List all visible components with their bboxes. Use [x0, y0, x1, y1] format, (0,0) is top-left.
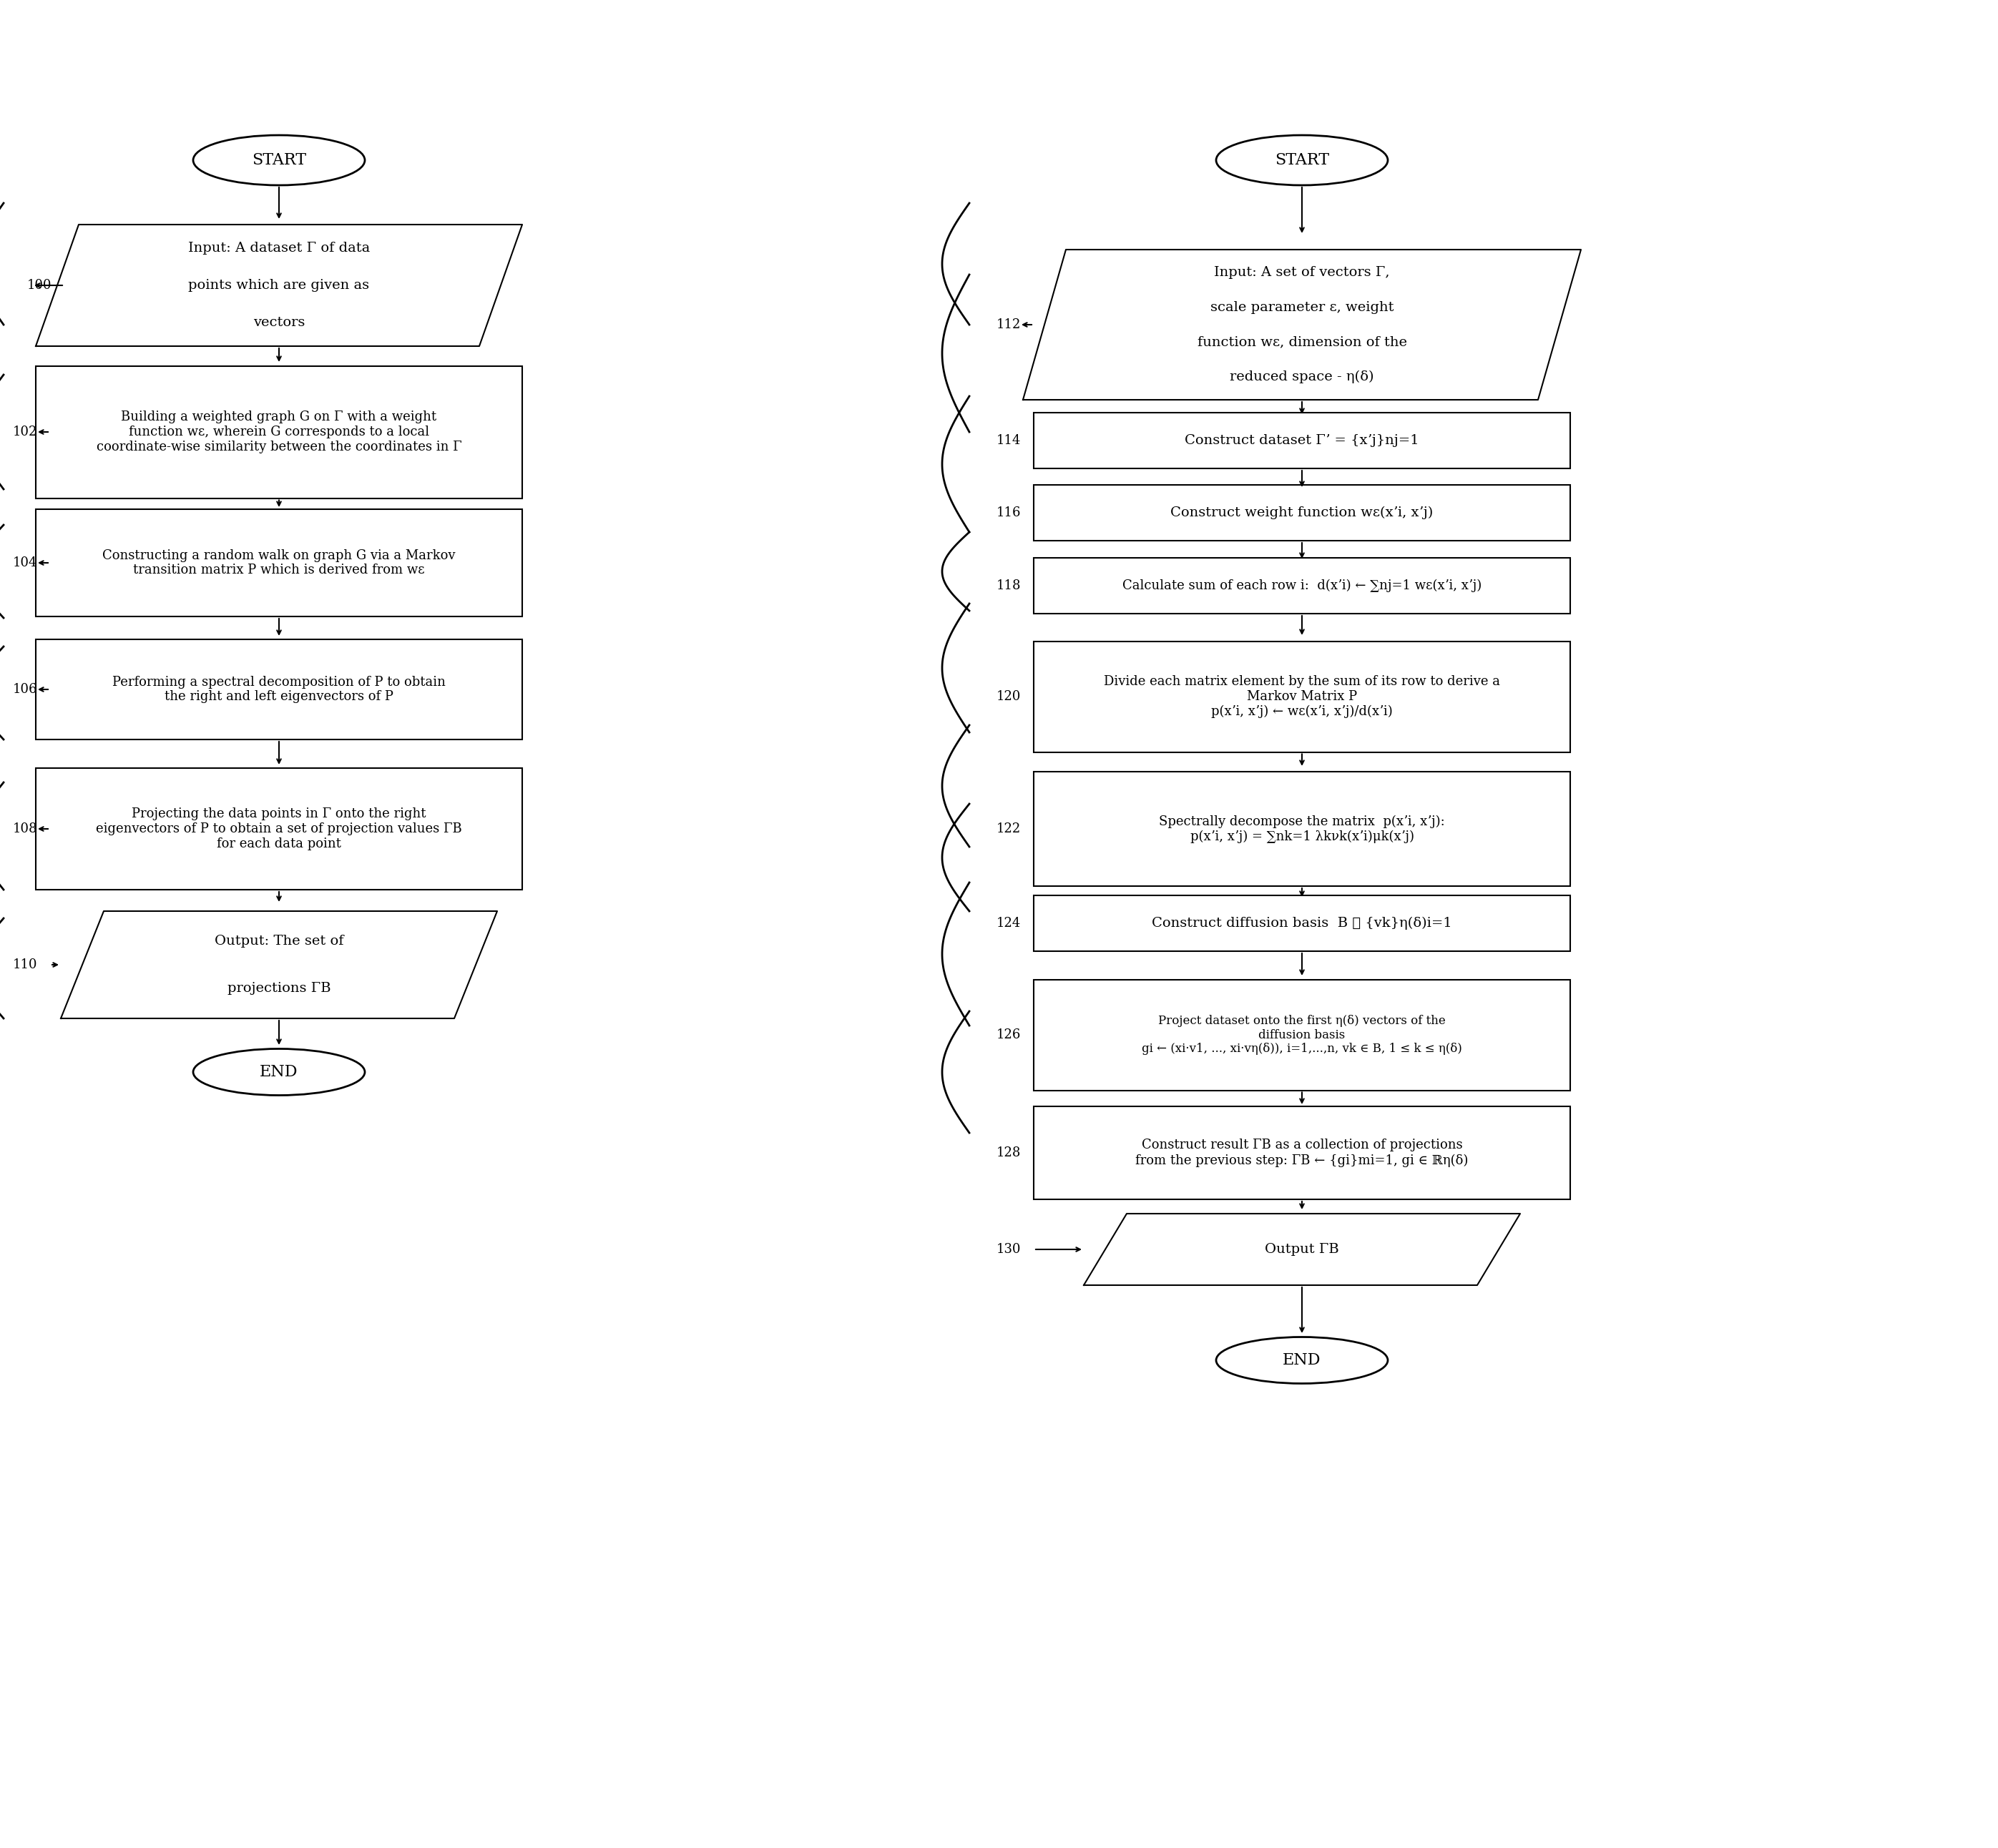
Text: 108: 108: [12, 822, 38, 835]
Text: 110: 110: [12, 959, 38, 972]
Text: 100: 100: [28, 279, 52, 292]
Text: 112: 112: [997, 318, 1021, 331]
Text: START: START: [1275, 152, 1329, 168]
Text: Output ΓB: Output ΓB: [1265, 1244, 1339, 1257]
Text: Input: A set of vectors Γ,: Input: A set of vectors Γ,: [1215, 266, 1391, 279]
Text: 124: 124: [997, 917, 1021, 930]
Text: Input: A dataset Γ of data: Input: A dataset Γ of data: [188, 242, 370, 255]
Text: Construct weight function wε(xʼi, xʼj): Construct weight function wε(xʼi, xʼj): [1171, 506, 1433, 519]
Text: Divide each matrix element by the sum of its row to derive a
Markov Matrix P
p(x: Divide each matrix element by the sum of…: [1103, 675, 1500, 719]
Text: Project dataset onto the first η(δ) vectors of the
diffusion basis
gi ← (xi·v1, : Project dataset onto the first η(δ) vect…: [1141, 1015, 1463, 1055]
Text: 130: 130: [997, 1244, 1021, 1257]
Text: Projecting the data points in Γ onto the right
eigenvectors of P to obtain a set: Projecting the data points in Γ onto the…: [96, 808, 462, 850]
Text: scale parameter ε, weight: scale parameter ε, weight: [1211, 301, 1395, 314]
Text: 120: 120: [997, 689, 1021, 702]
Text: START: START: [252, 152, 306, 168]
Text: 126: 126: [997, 1029, 1021, 1040]
Text: Construct dataset Γʼ = {xʼj}nj=1: Construct dataset Γʼ = {xʼj}nj=1: [1185, 434, 1419, 447]
Text: projections ΓB: projections ΓB: [228, 981, 332, 994]
Text: END: END: [260, 1064, 298, 1079]
Text: 114: 114: [997, 434, 1021, 447]
Text: Spectrally decompose the matrix  p(xʼi, xʼj):
p(xʼi, xʼj) = ∑nk=1 λkνk(xʼi)μk(xʼ: Spectrally decompose the matrix p(xʼi, x…: [1159, 815, 1445, 843]
Text: reduced space - η(δ): reduced space - η(δ): [1231, 371, 1375, 384]
Text: Performing a spectral decomposition of P to obtain
the right and left eigenvecto: Performing a spectral decomposition of P…: [112, 676, 446, 704]
Text: Building a weighted graph G on Γ with a weight
function wε, wherein G correspond: Building a weighted graph G on Γ with a …: [96, 410, 462, 453]
Text: 122: 122: [997, 822, 1021, 835]
Text: 128: 128: [997, 1146, 1021, 1159]
Text: Calculate sum of each row i:  d(xʼi) ← ∑nj=1 wε(xʼi, xʼj): Calculate sum of each row i: d(xʼi) ← ∑n…: [1123, 578, 1483, 591]
Text: Construct result ΓB as a collection of projections
from the previous step: ΓB ← : Construct result ΓB as a collection of p…: [1135, 1138, 1469, 1166]
Text: 102: 102: [12, 425, 38, 438]
Text: 116: 116: [997, 506, 1021, 519]
Text: END: END: [1283, 1353, 1321, 1368]
Text: Construct diffusion basis  B ≜ {vk}η(δ)i=1: Construct diffusion basis B ≜ {vk}η(δ)i=…: [1151, 917, 1453, 930]
Text: function wε, dimension of the: function wε, dimension of the: [1197, 336, 1407, 349]
Text: vectors: vectors: [254, 316, 306, 329]
Text: points which are given as: points which are given as: [188, 279, 370, 292]
Text: 118: 118: [997, 578, 1021, 591]
Text: Constructing a random walk on graph G via a Markov
transition matrix P which is : Constructing a random walk on graph G vi…: [102, 549, 456, 577]
Text: 104: 104: [12, 556, 38, 569]
Text: Output: The set of: Output: The set of: [214, 935, 344, 948]
Text: 106: 106: [12, 684, 38, 697]
